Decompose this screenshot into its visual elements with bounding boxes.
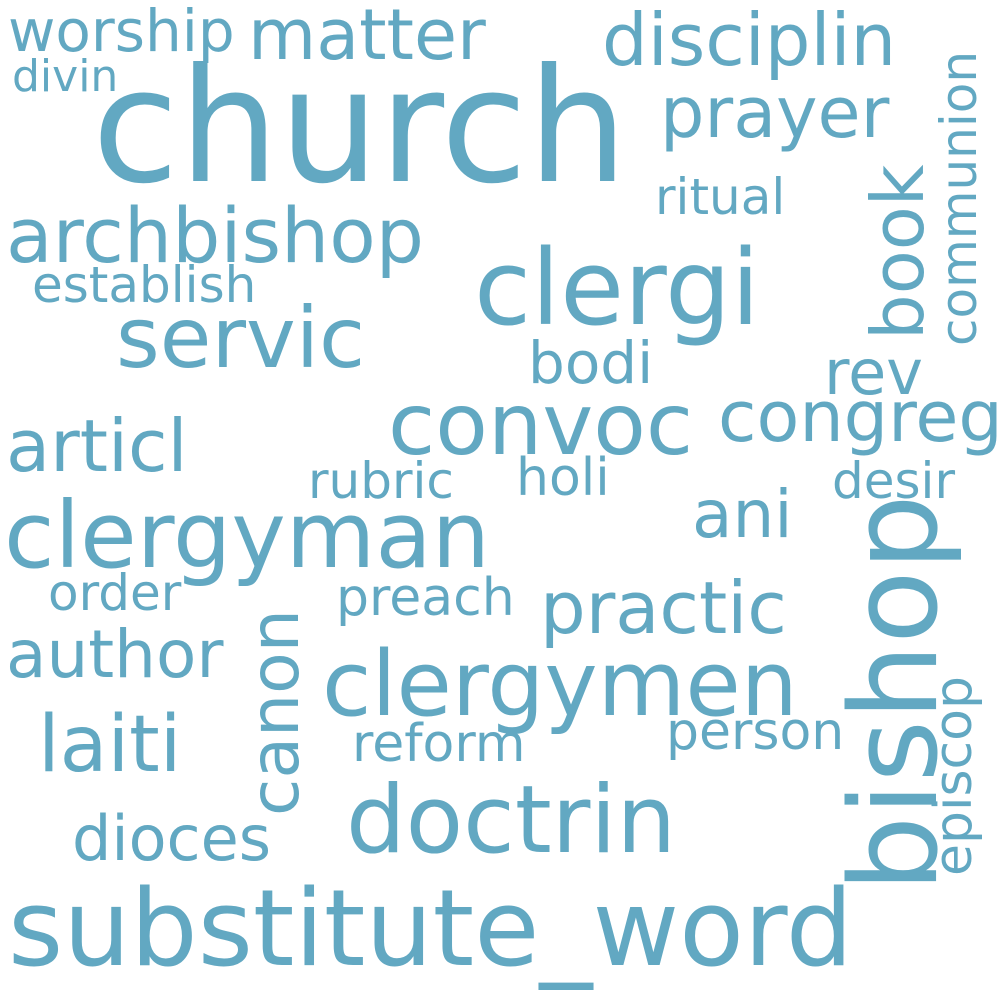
word-prayer: prayer [660, 72, 890, 154]
word-clergyman: clergyman [4, 482, 491, 589]
word-worship: worship [8, 0, 235, 65]
word-disciplin: disciplin [602, 0, 897, 82]
word-divin: divin [12, 51, 119, 102]
word-articl: articl [6, 404, 188, 488]
word-rev: rev [824, 336, 923, 409]
word-holi: holi [516, 448, 610, 508]
word-convoc: convoc [388, 375, 694, 475]
word-bodi: bodi [528, 329, 654, 397]
word-laiti: laiti [38, 700, 182, 790]
word-archbishop: archbishop [6, 191, 424, 280]
word-servic: servic [116, 289, 366, 387]
word-reform: reform [352, 714, 526, 774]
word-preach: preach [336, 568, 515, 628]
word-order: order [48, 564, 182, 622]
word-congreg: congreg [718, 376, 1000, 458]
word-book: book [856, 164, 940, 341]
word-canon: canon [236, 609, 315, 816]
word-practic: practic [540, 566, 787, 650]
word-clergi: clergi [474, 227, 760, 349]
word-church: church [92, 35, 628, 219]
word-doctrin: doctrin [346, 766, 677, 875]
word-substitute_word: substitute_word [8, 867, 853, 990]
word-desir: desir [832, 452, 955, 510]
word-establish: establish [32, 256, 257, 314]
word-matter: matter [248, 0, 486, 76]
word-episcop: episcop [924, 676, 984, 876]
word-author: author [6, 616, 224, 693]
word-person: person [666, 702, 845, 762]
word-ritual: ritual [655, 168, 786, 226]
word-ani: ani [692, 476, 793, 553]
word-dioces: dioces [72, 802, 272, 875]
word-clergymen: clergymen [322, 632, 798, 737]
word-communion: communion [930, 50, 988, 346]
word-rubric: rubric [308, 452, 454, 510]
